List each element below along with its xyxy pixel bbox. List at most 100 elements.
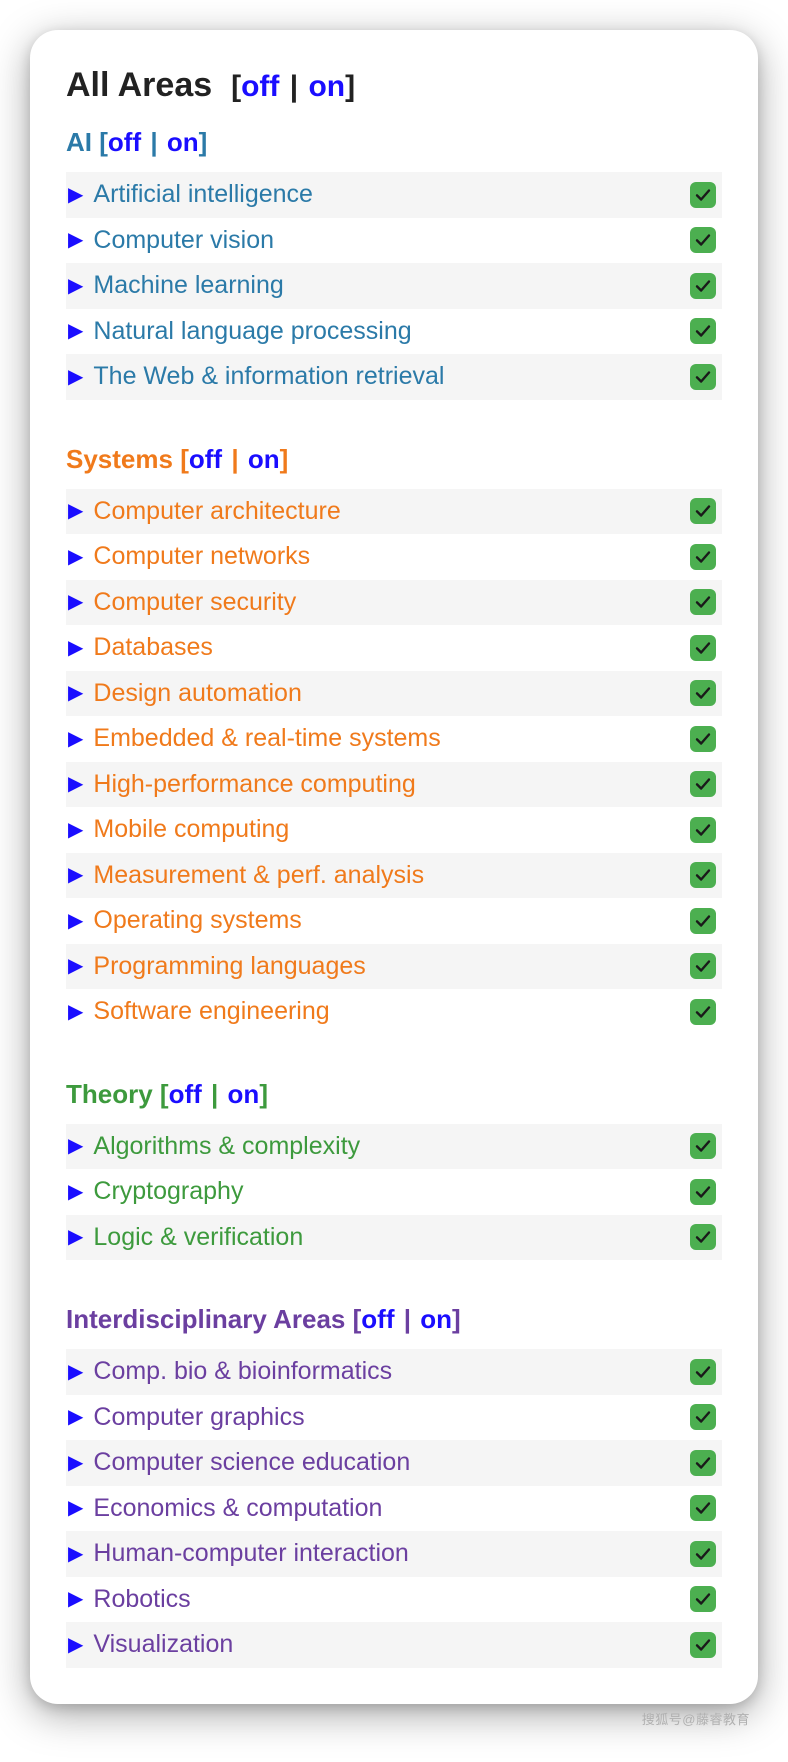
area-label[interactable]: Measurement & perf. analysis: [93, 857, 678, 895]
expand-triangle-icon[interactable]: ▶: [68, 997, 83, 1027]
area-label[interactable]: Logic & verification: [93, 1219, 678, 1257]
area-checkbox[interactable]: [690, 589, 716, 615]
area-checkbox[interactable]: [690, 999, 716, 1025]
area-label[interactable]: Computer architecture: [93, 493, 678, 531]
area-checkbox[interactable]: [690, 182, 716, 208]
area-row: ▶ Embedded & real-time systems: [66, 716, 722, 762]
expand-triangle-icon[interactable]: ▶: [68, 633, 83, 663]
area-checkbox[interactable]: [690, 1133, 716, 1159]
area-checkbox[interactable]: [690, 273, 716, 299]
area-label[interactable]: Visualization: [93, 1626, 678, 1664]
area-checkbox[interactable]: [690, 635, 716, 661]
section-theory-on-link[interactable]: on: [228, 1079, 260, 1109]
section-gap: [66, 1260, 722, 1282]
expand-triangle-icon[interactable]: ▶: [68, 860, 83, 890]
area-checkbox[interactable]: [690, 1404, 716, 1430]
expand-triangle-icon[interactable]: ▶: [68, 542, 83, 572]
area-label[interactable]: Robotics: [93, 1581, 678, 1619]
expand-triangle-icon[interactable]: ▶: [68, 316, 83, 346]
expand-triangle-icon[interactable]: ▶: [68, 225, 83, 255]
area-label[interactable]: Software engineering: [93, 993, 678, 1031]
area-checkbox[interactable]: [690, 1179, 716, 1205]
areas-card: All Areas [off | on] AI [off | on]▶Artif…: [30, 30, 758, 1704]
expand-triangle-icon[interactable]: ▶: [68, 180, 83, 210]
expand-triangle-icon[interactable]: ▶: [68, 1357, 83, 1387]
area-checkbox[interactable]: [690, 953, 716, 979]
section-theory-off-link[interactable]: off: [169, 1079, 202, 1109]
area-checkbox[interactable]: [690, 680, 716, 706]
section-ai-on-link[interactable]: on: [167, 127, 199, 157]
area-label[interactable]: Comp. bio & bioinformatics: [93, 1353, 678, 1391]
area-label[interactable]: High-performance computing: [93, 766, 678, 804]
area-label[interactable]: Natural language processing: [93, 313, 678, 351]
expand-triangle-icon[interactable]: ▶: [68, 1402, 83, 1432]
expand-triangle-icon[interactable]: ▶: [68, 951, 83, 981]
section-interdisciplinary-off-link[interactable]: off: [361, 1304, 394, 1334]
expand-triangle-icon[interactable]: ▶: [68, 1630, 83, 1660]
area-checkbox[interactable]: [690, 1359, 716, 1385]
area-label[interactable]: The Web & information retrieval: [93, 358, 678, 396]
area-label[interactable]: Machine learning: [93, 267, 678, 305]
area-checkbox[interactable]: [690, 1586, 716, 1612]
section-systems-off-link[interactable]: off: [189, 444, 222, 474]
area-checkbox[interactable]: [690, 318, 716, 344]
area-label[interactable]: Cryptography: [93, 1173, 678, 1211]
expand-triangle-icon[interactable]: ▶: [68, 1222, 83, 1252]
area-row: ▶ Artificial intelligence: [66, 172, 722, 218]
expand-triangle-icon[interactable]: ▶: [68, 906, 83, 936]
area-checkbox[interactable]: [690, 1541, 716, 1567]
expand-triangle-icon[interactable]: ▶: [68, 815, 83, 845]
area-checkbox[interactable]: [690, 817, 716, 843]
area-row: ▶ Computer vision: [66, 218, 722, 264]
section-name-ai: AI: [66, 127, 92, 157]
area-label[interactable]: Computer vision: [93, 222, 678, 260]
area-checkbox[interactable]: [690, 1495, 716, 1521]
area-checkbox[interactable]: [690, 771, 716, 797]
area-row: ▶ Logic & verification: [66, 1215, 722, 1261]
area-checkbox[interactable]: [690, 498, 716, 524]
area-checkbox[interactable]: [690, 908, 716, 934]
area-checkbox[interactable]: [690, 1632, 716, 1658]
expand-triangle-icon[interactable]: ▶: [68, 1493, 83, 1523]
area-label[interactable]: Algorithms & complexity: [93, 1128, 678, 1166]
area-label[interactable]: Economics & computation: [93, 1490, 678, 1528]
area-row: ▶ Visualization: [66, 1622, 722, 1668]
expand-triangle-icon[interactable]: ▶: [68, 271, 83, 301]
area-label[interactable]: Databases: [93, 629, 678, 667]
expand-triangle-icon[interactable]: ▶: [68, 769, 83, 799]
section-systems-on-link[interactable]: on: [248, 444, 280, 474]
area-label[interactable]: Computer science education: [93, 1444, 678, 1482]
expand-triangle-icon[interactable]: ▶: [68, 496, 83, 526]
area-label[interactable]: Human-computer interaction: [93, 1535, 678, 1573]
area-label[interactable]: Programming languages: [93, 948, 678, 986]
area-checkbox[interactable]: [690, 544, 716, 570]
expand-triangle-icon[interactable]: ▶: [68, 587, 83, 617]
area-checkbox[interactable]: [690, 726, 716, 752]
area-label[interactable]: Computer security: [93, 584, 678, 622]
expand-triangle-icon[interactable]: ▶: [68, 1448, 83, 1478]
area-checkbox[interactable]: [690, 1224, 716, 1250]
area-label[interactable]: Embedded & real-time systems: [93, 720, 678, 758]
expand-triangle-icon[interactable]: ▶: [68, 1584, 83, 1614]
expand-triangle-icon[interactable]: ▶: [68, 678, 83, 708]
area-checkbox[interactable]: [690, 364, 716, 390]
expand-triangle-icon[interactable]: ▶: [68, 1539, 83, 1569]
area-label[interactable]: Operating systems: [93, 902, 678, 940]
area-checkbox[interactable]: [690, 227, 716, 253]
area-label[interactable]: Computer networks: [93, 538, 678, 576]
section-interdisciplinary-on-link[interactable]: on: [420, 1304, 452, 1334]
section-ai-off-link[interactable]: off: [108, 127, 141, 157]
area-label[interactable]: Artificial intelligence: [93, 176, 678, 214]
area-checkbox[interactable]: [690, 862, 716, 888]
all-areas-off-link[interactable]: off: [241, 70, 279, 103]
area-label[interactable]: Mobile computing: [93, 811, 678, 849]
expand-triangle-icon[interactable]: ▶: [68, 724, 83, 754]
expand-triangle-icon[interactable]: ▶: [68, 1177, 83, 1207]
area-checkbox[interactable]: [690, 1450, 716, 1476]
expand-triangle-icon[interactable]: ▶: [68, 362, 83, 392]
area-label[interactable]: Computer graphics: [93, 1399, 678, 1437]
all-areas-on-link[interactable]: on: [308, 70, 345, 103]
area-label[interactable]: Design automation: [93, 675, 678, 713]
area-row: ▶ Algorithms & complexity: [66, 1124, 722, 1170]
expand-triangle-icon[interactable]: ▶: [68, 1131, 83, 1161]
